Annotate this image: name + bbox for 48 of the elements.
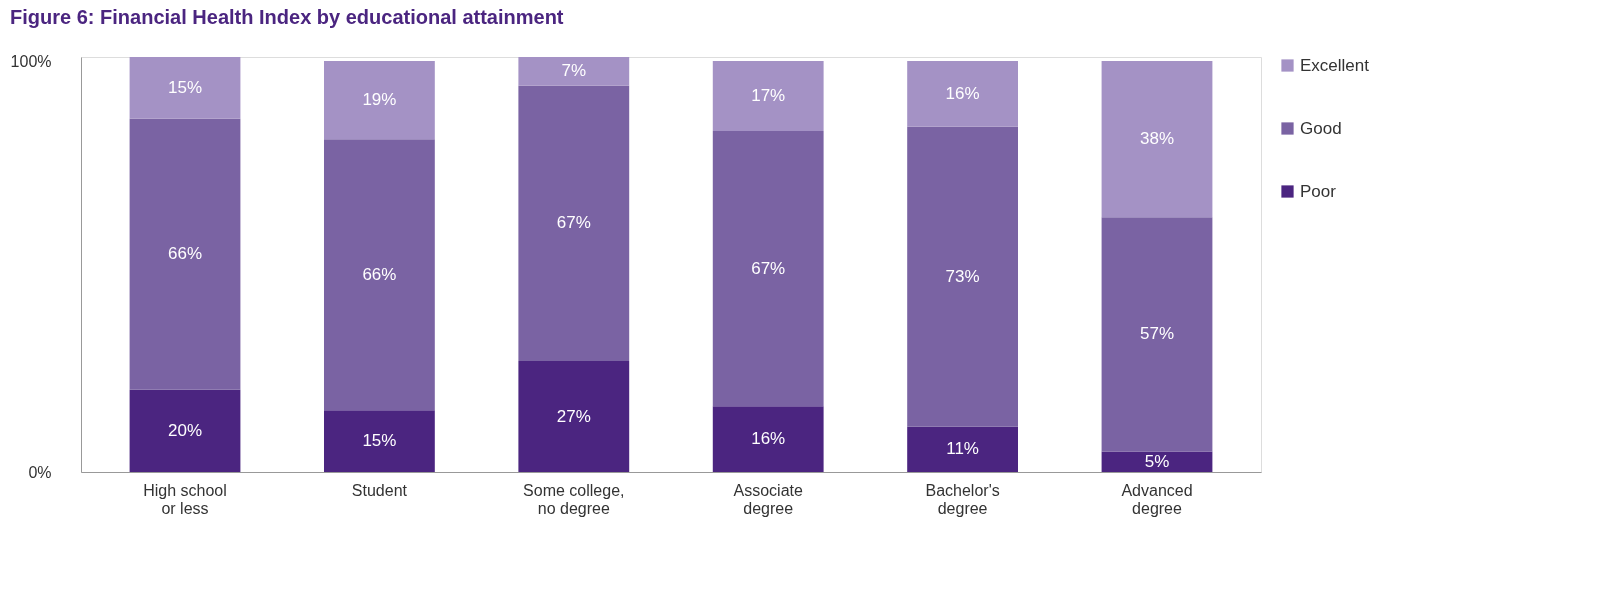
- data-label: 17%: [751, 86, 786, 106]
- data-label: 66%: [167, 244, 203, 264]
- data-label: 57%: [1139, 324, 1175, 344]
- data-label: 73%: [945, 266, 980, 286]
- bar: [324, 139, 435, 411]
- data-label: 66%: [362, 264, 397, 284]
- bar: [907, 126, 1018, 427]
- x-tick-label: Advanced degree: [1121, 481, 1193, 517]
- bar: [518, 85, 630, 362]
- bar: [1101, 451, 1213, 472]
- legend-label: Good: [1300, 118, 1342, 138]
- x-tick-label: High school or less: [143, 481, 227, 517]
- bar: [518, 361, 630, 472]
- y-tick-label: 100%: [10, 52, 52, 70]
- data-label: 67%: [751, 258, 786, 278]
- x-tick-label: Student: [351, 481, 408, 499]
- data-label: 16%: [751, 429, 786, 449]
- legend-label: Excellent: [1300, 55, 1370, 75]
- bar: [712, 406, 824, 472]
- x-tick-label: Associate degree: [733, 481, 803, 517]
- legend-label: Poor: [1300, 181, 1337, 201]
- data-label: 7%: [561, 61, 587, 81]
- data-label: 20%: [167, 420, 203, 440]
- data-label: 27%: [556, 406, 591, 426]
- bar: [129, 118, 241, 390]
- bar: [1101, 217, 1213, 452]
- bar: [324, 61, 435, 140]
- bar: [907, 61, 1018, 127]
- data-label: 16%: [945, 83, 980, 103]
- chart-title: Figure 6: Financial Health Index by educational attainment: [10, 6, 564, 29]
- data-label: 19%: [362, 90, 397, 110]
- y-tick-label: 0%: [28, 463, 52, 481]
- data-label: 5%: [1144, 451, 1170, 471]
- data-label: 67%: [556, 213, 591, 233]
- bar: [712, 61, 824, 131]
- data-label: 15%: [167, 77, 203, 97]
- data-label: 15%: [362, 431, 397, 451]
- data-label: 11%: [946, 439, 979, 459]
- bar: [1101, 61, 1213, 218]
- bar: [712, 130, 824, 407]
- x-tick-label: Some college, no degree: [523, 481, 625, 517]
- bar: [324, 410, 435, 472]
- bar: [129, 389, 241, 472]
- data-label: 38%: [1139, 129, 1175, 149]
- x-tick-label: Bachelor's degree: [925, 481, 1000, 517]
- bar: [129, 57, 241, 119]
- bar: [907, 426, 1018, 472]
- bar: [518, 57, 630, 86]
